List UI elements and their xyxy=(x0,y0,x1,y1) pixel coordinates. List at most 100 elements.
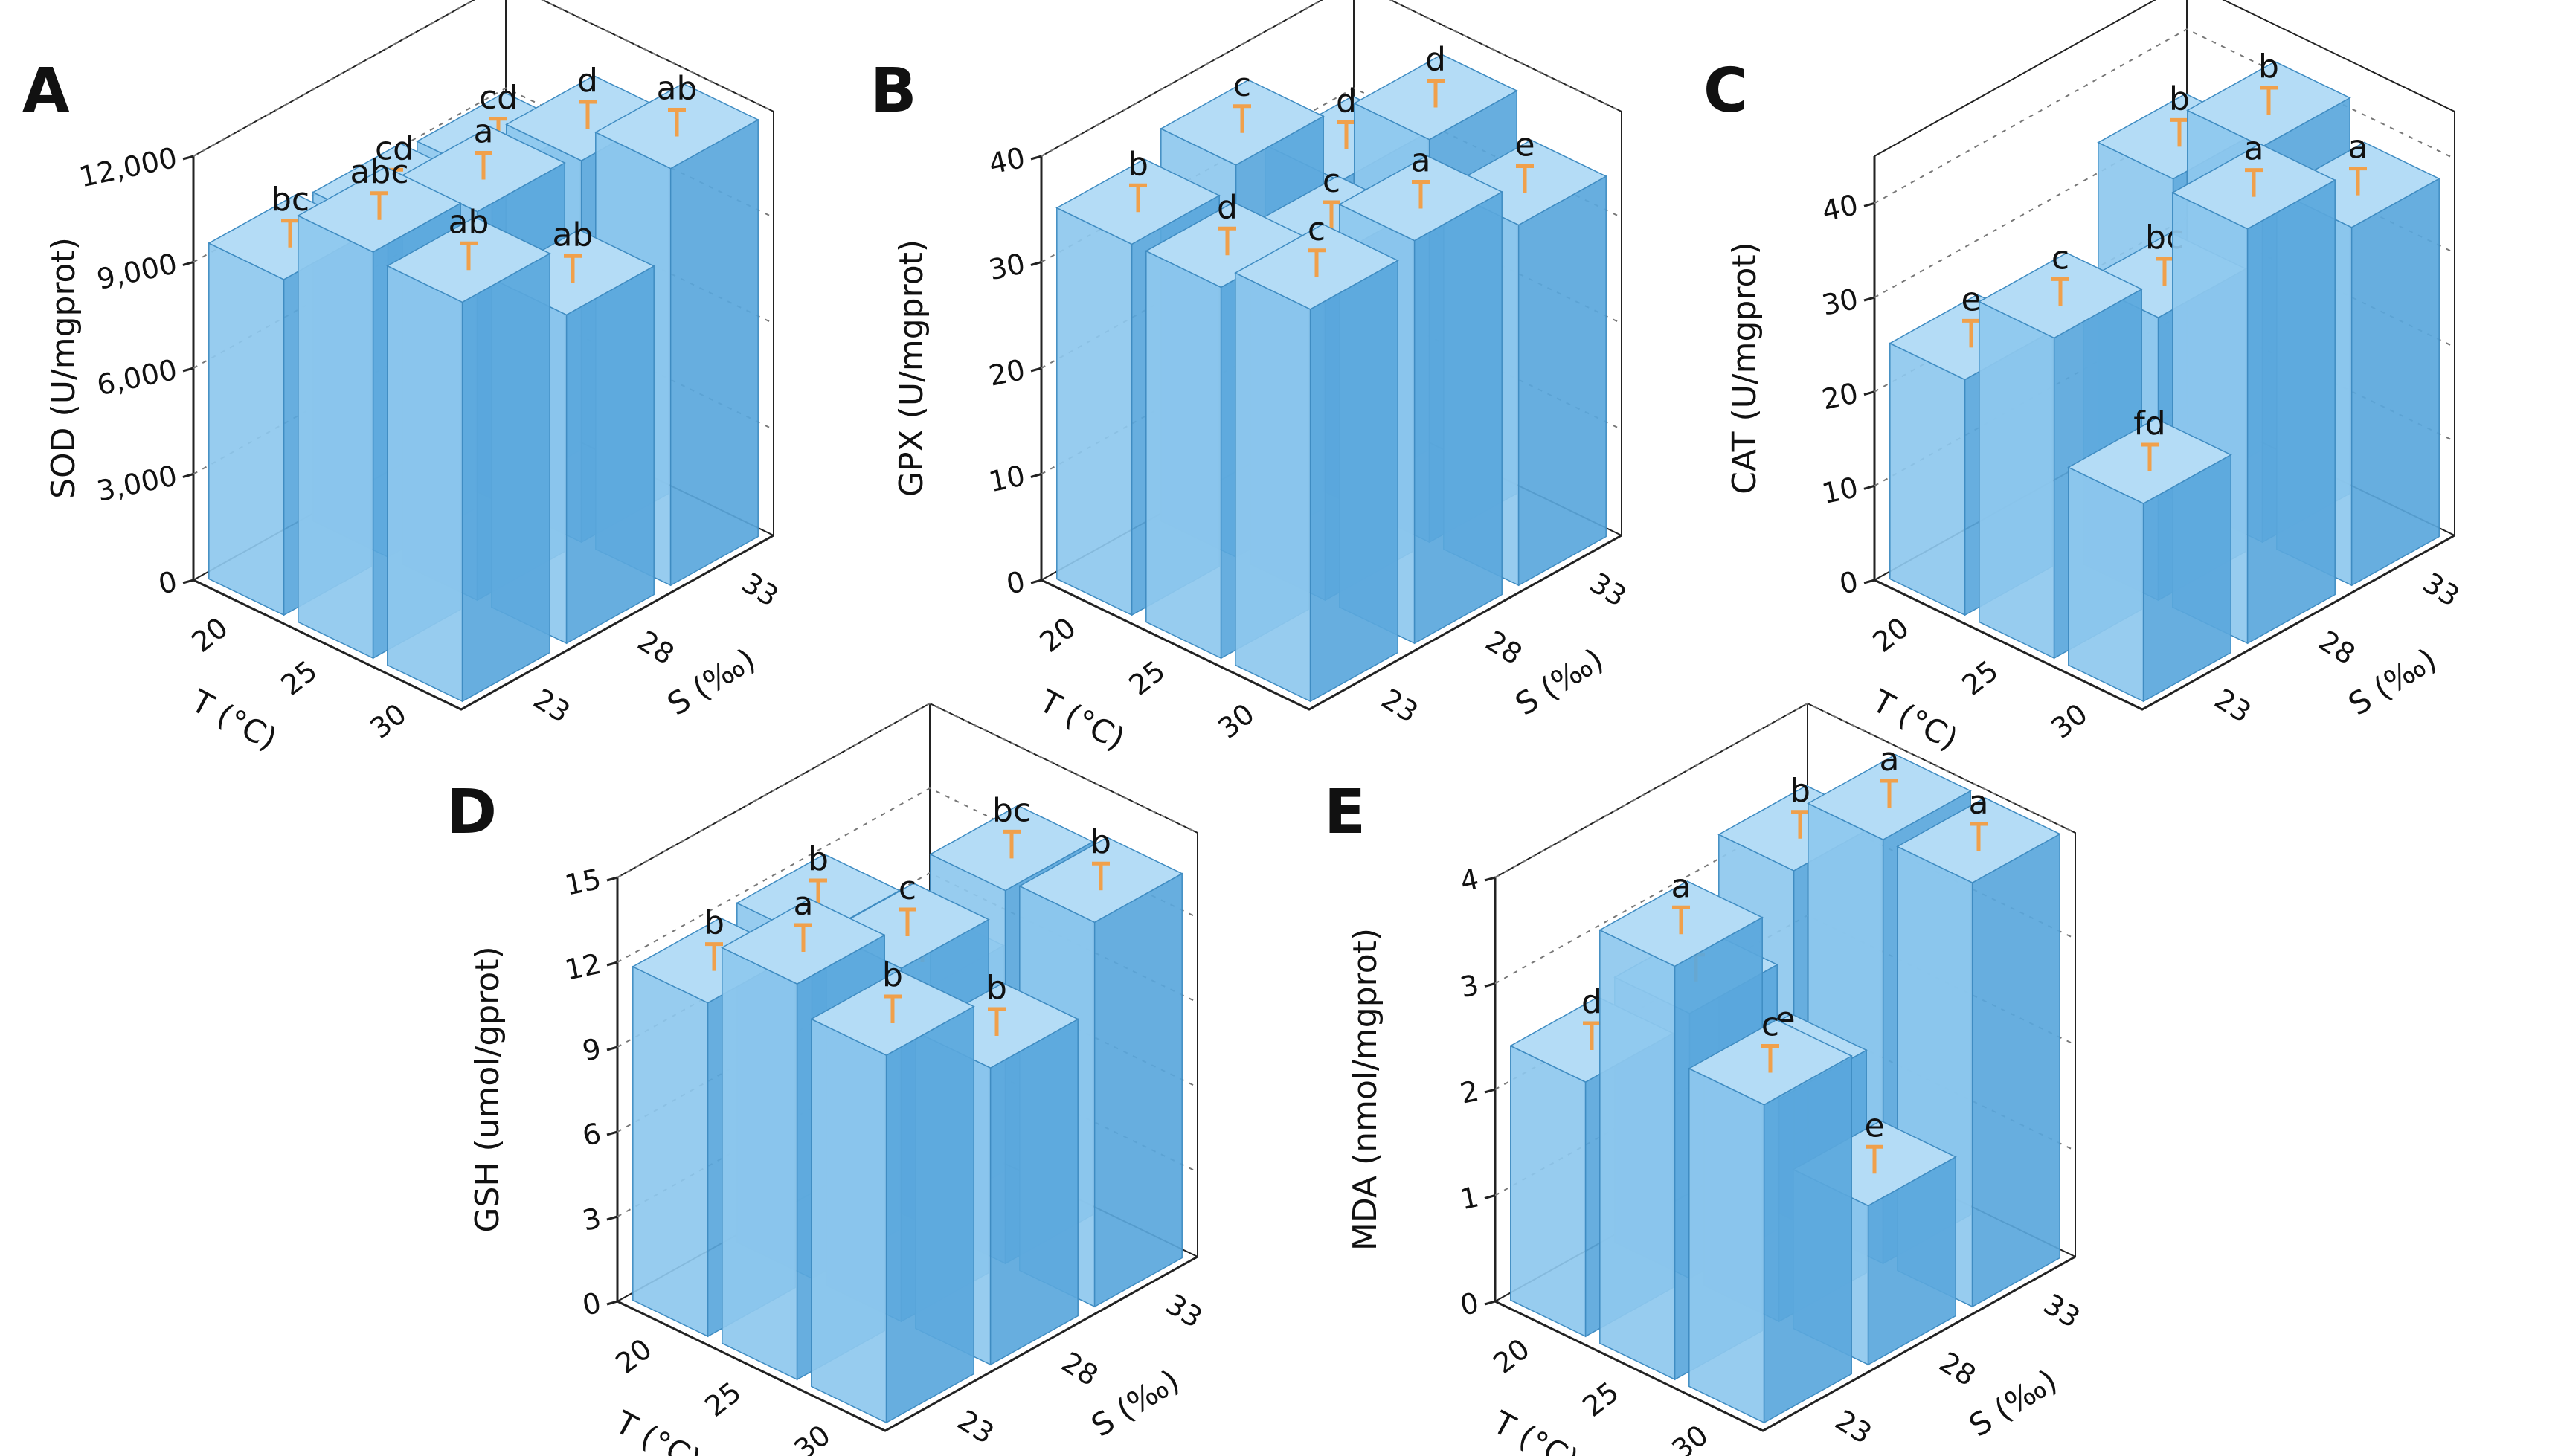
y-gridline xyxy=(617,702,1198,878)
y-tick-label: 6 xyxy=(579,1117,604,1153)
back-wall-frame xyxy=(1874,0,2455,535)
z-axis-label: S (‰) xyxy=(1085,1362,1186,1444)
y-tick-label: 30 xyxy=(1819,283,1860,322)
y-tick-mark xyxy=(1030,155,1042,161)
significance-label: ab xyxy=(553,216,594,254)
bar-front-face xyxy=(298,214,374,660)
bar-side-face xyxy=(669,118,759,587)
significance-label: bc xyxy=(271,181,309,219)
significance-label: ab xyxy=(449,203,489,241)
significance-label: a xyxy=(1969,784,1989,822)
y-tick-mark xyxy=(1030,367,1042,373)
y-tick-mark xyxy=(1863,390,1875,396)
bar-side-face xyxy=(1413,190,1503,645)
y-tick-label: 20 xyxy=(986,353,1027,393)
significance-label: b xyxy=(704,904,724,942)
significance-label: b xyxy=(986,969,1007,1007)
bar-side-face xyxy=(885,1005,974,1424)
bar-side-face xyxy=(1971,833,2060,1308)
floor-axes xyxy=(617,1255,1198,1432)
x-tick-label: 25 xyxy=(274,654,323,702)
significance-label: c xyxy=(1233,66,1251,104)
significance-label: e xyxy=(1514,126,1535,164)
significance-label: e xyxy=(1864,1107,1884,1144)
x-tick-label: 30 xyxy=(364,698,412,745)
significance-label: d xyxy=(1425,41,1446,79)
y-tick-label: 3 xyxy=(579,1202,604,1237)
y-tick-mark xyxy=(1484,1194,1496,1199)
significance-label: a xyxy=(2348,129,2368,167)
significance-label: e xyxy=(1961,280,1981,318)
z-axis-label: S (‰) xyxy=(1509,641,1610,723)
y-tick-mark xyxy=(1863,296,1875,302)
significance-label: cd xyxy=(479,79,518,117)
bar-front-face xyxy=(1145,250,1222,660)
x-axis-label: T (°C) xyxy=(1033,683,1131,758)
z-axis-label: S (‰) xyxy=(2342,641,2443,723)
bar-side-face xyxy=(1093,872,1183,1308)
bar-front-face xyxy=(1889,342,1966,616)
bar-side-face xyxy=(1763,1054,1852,1424)
y-tick-mark xyxy=(606,876,618,882)
y-tick-label: 0 xyxy=(1003,565,1028,601)
z-axis-label: S (‰) xyxy=(661,641,762,723)
y-gridline xyxy=(193,0,774,157)
bar-side-face xyxy=(989,1018,1079,1366)
x-tick-label: 20 xyxy=(185,611,234,659)
x-axis-label: T (°C) xyxy=(185,683,283,758)
x-tick-label: 30 xyxy=(2045,698,2093,745)
z-tick-label: 28 xyxy=(1056,1346,1104,1393)
y-tick-label: 0 xyxy=(579,1286,604,1322)
significance-label: c xyxy=(1308,210,1326,248)
bar-front-face xyxy=(811,1018,887,1424)
z-tick-label: 33 xyxy=(1584,567,1632,613)
significance-label: a xyxy=(474,113,494,151)
y-tick-mark xyxy=(182,155,194,161)
bar-front-face xyxy=(1510,1045,1587,1338)
significance-label: fd xyxy=(2133,405,2165,442)
y-tick-mark xyxy=(1484,1300,1496,1306)
y-tick-mark xyxy=(1863,202,1875,207)
x-tick-label: 20 xyxy=(1866,611,1915,659)
chart-panel-a: 0 3,000 6,000 9,000 12,000 SOD (U/mgprot) A 20 2… xyxy=(22,0,784,758)
significance-label: c xyxy=(1761,1006,1779,1044)
significance-label: ab xyxy=(657,70,698,108)
significance-label: c xyxy=(2051,239,2069,277)
x-tick-label: 30 xyxy=(1665,1419,1714,1456)
significance-label: b xyxy=(1090,823,1111,861)
significance-label: d xyxy=(1336,83,1357,120)
y-tick-label: 0 xyxy=(1837,565,1861,601)
significance-label: a xyxy=(2244,130,2264,168)
y-tick-label: 9 xyxy=(579,1032,604,1068)
significance-label: c xyxy=(1323,162,1340,200)
bar-front-face xyxy=(1599,929,1676,1381)
x-tick-label: 20 xyxy=(609,1333,658,1380)
y-tick-label: 12 xyxy=(562,947,603,987)
y-axis-label: CAT (U/mgprot) xyxy=(1726,242,1764,495)
y-tick-mark xyxy=(1863,579,1875,584)
z-tick-label: 28 xyxy=(2313,625,2361,671)
x-tick-label: 25 xyxy=(698,1376,747,1423)
y-tick-label: 6,000 xyxy=(94,353,180,402)
significance-label: b xyxy=(1128,145,1148,183)
y-tick-mark xyxy=(182,473,194,478)
bar-front-face xyxy=(1688,1067,1765,1424)
y-tick-mark xyxy=(1863,484,1875,490)
bar-side-face xyxy=(461,252,550,703)
z-tick-label: 23 xyxy=(2209,683,2257,729)
y-axis-label: GPX (U/mgprot) xyxy=(893,239,931,497)
y-tick-label: 3 xyxy=(1457,968,1482,1004)
y-axis-label: GSH (umol/gprot) xyxy=(469,946,507,1232)
y-axis-label: MDA (nmol/mgprot) xyxy=(1346,928,1384,1251)
y-tick-mark xyxy=(606,1046,618,1051)
y-tick-label: 40 xyxy=(986,141,1027,181)
y-tick-mark xyxy=(606,1300,618,1306)
bar-front-face xyxy=(722,947,798,1381)
y-tick-label: 0 xyxy=(1457,1286,1482,1322)
bar: b xyxy=(810,956,975,1424)
x-tick-label: 30 xyxy=(788,1419,836,1456)
z-tick-label: 28 xyxy=(1480,625,1528,671)
